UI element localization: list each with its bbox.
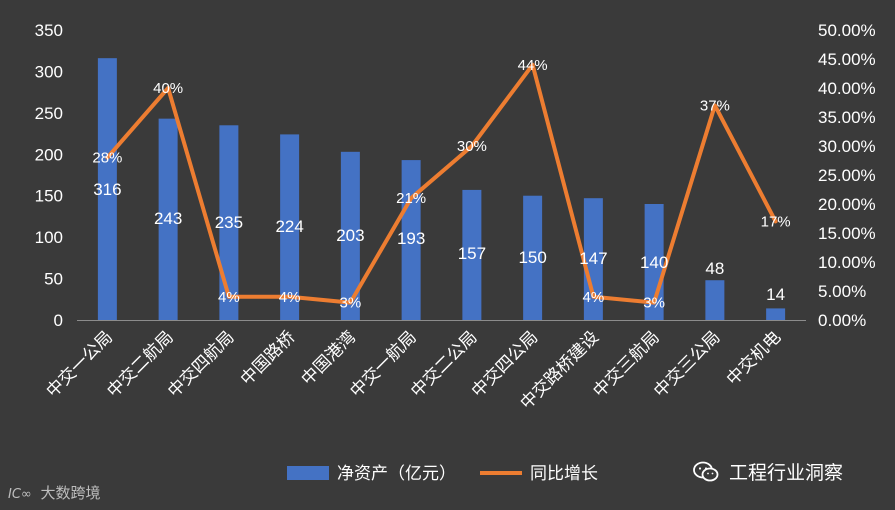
wechat-icon [693,461,719,481]
line-data-label: 30% [457,138,487,155]
watermark: ⅠC∞ 大数跨境 [8,482,101,503]
bar [219,125,239,321]
y-right-tick-label: 30.00% [818,137,876,156]
growth-line [105,62,778,305]
bar [766,308,786,320]
legend-swatch-bar [287,466,329,480]
y-left-tick-label: 200 [35,145,63,164]
watermark-logo: ⅠC∞ [8,487,32,502]
y-right-tick-label: 15.00% [818,224,876,243]
bar [340,151,360,320]
y-right-tick-label: 0.00% [818,311,866,330]
line-data-label: 17% [761,213,791,230]
bar [523,195,543,320]
y-right-tick-label: 5.00% [818,282,866,301]
y-left-tick-label: 150 [35,187,63,206]
bar-data-label: 235 [215,213,243,232]
y-right-tick-label: 50.00% [818,21,876,40]
bar-data-label: 316 [93,180,121,199]
y-right-tick-label: 20.00% [818,195,876,214]
bar [583,198,603,320]
bar-data-label: 243 [154,209,182,228]
bar [280,134,300,320]
y-left-tick-label: 300 [35,62,63,81]
bar-data-label: 147 [579,249,607,268]
bar-data-label: 140 [640,253,668,272]
line-data-label: 21% [396,190,426,207]
bar-data-label: 157 [458,244,486,263]
line-data-label: 28% [92,150,122,167]
bar [97,58,117,321]
y-right-tick-label: 45.00% [818,50,876,69]
bar-data-label: 150 [518,248,546,267]
y-right-tick-label: 40.00% [818,79,876,98]
line-data-label: 44% [518,57,548,74]
brand-text: 工程行业洞察 [729,462,844,484]
y-left-tick-label: 100 [35,228,63,247]
line-data-label: 4% [583,289,605,306]
x-tick-label: 中交三公局 [650,327,724,401]
legend-label-line: 同比增长 [530,464,598,483]
y-left-tick-label: 0 [54,311,63,330]
y-left-tick-label: 250 [35,104,63,123]
line-data-label: 37% [700,97,730,114]
y-left-tick-label: 350 [35,21,63,40]
watermark-text: 大数跨境 [40,484,101,502]
bar [401,160,421,320]
brand: 工程行业洞察 [693,458,843,485]
x-tick-label: 中交机电 [723,327,785,389]
y-right-tick-label: 25.00% [818,166,876,185]
y-right-tick-label: 35.00% [818,108,876,127]
x-tick-label: 中交四航局 [164,327,238,401]
line-data-label: 3% [340,295,362,312]
bar-data-label: 203 [336,226,364,245]
x-tick-label: 中国港湾 [298,327,360,389]
bar-data-label: 193 [397,229,425,248]
bar-data-label: 224 [275,217,303,236]
y-left-tick-label: 50 [44,270,63,289]
line-data-label: 4% [279,289,301,306]
bar-data-label: 48 [705,259,724,278]
line-data-label: 4% [218,289,240,306]
bar [158,118,178,321]
x-tick-label: 中国路桥 [237,327,299,389]
line-data-label: 3% [643,295,665,312]
y-right-tick-label: 10.00% [818,253,876,272]
bar [705,280,725,320]
line-data-label: 40% [153,80,183,97]
bar [462,189,482,320]
bar-data-label: 14 [766,285,785,304]
legend-label-bar: 净资产（亿元） [337,464,456,483]
